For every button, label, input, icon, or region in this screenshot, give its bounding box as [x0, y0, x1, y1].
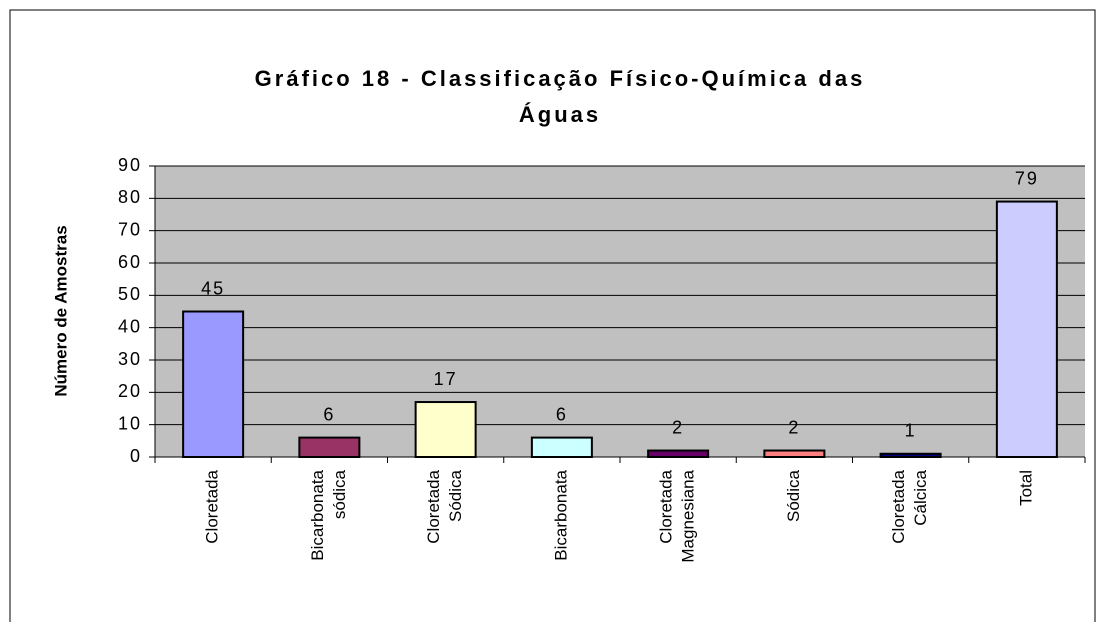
bar	[995, 200, 1058, 458]
x-tick-label: Bicarbonata	[308, 469, 327, 560]
x-tick-label: Cloretada	[889, 469, 908, 543]
data-label: 45	[201, 278, 225, 298]
x-tick-label: Magnesiana	[679, 469, 698, 562]
bar	[530, 436, 593, 459]
y-tick-label: 90	[118, 155, 142, 175]
chart-title: Águas	[519, 102, 601, 127]
bar	[879, 452, 942, 458]
chart-title: Gráfico 18 - Classificação Físico-Químic…	[255, 66, 866, 91]
bar	[647, 449, 710, 458]
bar	[763, 449, 826, 458]
x-tick-label: Cloretada	[424, 469, 443, 543]
y-tick-label: 30	[118, 349, 142, 369]
y-tick-label: 40	[118, 316, 142, 336]
x-tick-label: Cloretada	[657, 469, 676, 543]
y-tick-label: 20	[118, 381, 142, 401]
bar	[414, 401, 477, 458]
data-label: 2	[788, 417, 800, 437]
bar	[298, 436, 361, 459]
y-tick-label: 70	[118, 219, 142, 239]
data-label: 2	[672, 417, 684, 437]
data-label: 17	[434, 369, 458, 389]
y-tick-label: 0	[130, 446, 142, 466]
data-label: 1	[905, 421, 917, 441]
y-tick-label: 10	[118, 413, 142, 433]
x-tick-label: Total	[1016, 470, 1035, 506]
x-tick-label: Sódica	[784, 469, 803, 522]
y-tick-label: 60	[118, 252, 142, 272]
x-tick-label: Cálcica	[911, 469, 930, 525]
data-label: 6	[556, 404, 568, 424]
bar	[182, 310, 245, 458]
data-label: 6	[323, 404, 335, 424]
x-tick-label: sódica	[330, 469, 349, 519]
x-tick-label: Sódica	[446, 469, 465, 522]
x-tick-label: Cloretada	[203, 469, 222, 543]
x-tick-label: Bicarbonata	[551, 469, 570, 560]
y-tick-label: 50	[118, 284, 142, 304]
data-label: 79	[1015, 168, 1039, 188]
y-tick-label: 80	[118, 187, 142, 207]
plot-area	[155, 166, 1085, 457]
y-axis-label: Número de Amostras	[51, 225, 70, 396]
